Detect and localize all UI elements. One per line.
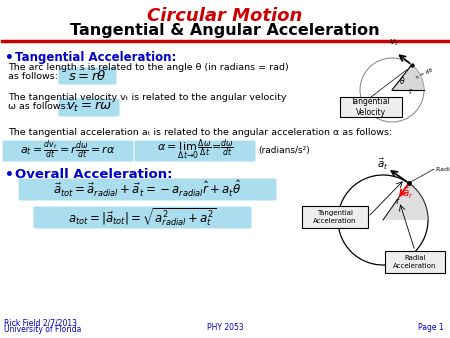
Text: Rick Field 2/7/2013: Rick Field 2/7/2013 [4, 318, 77, 328]
Text: •: • [5, 168, 14, 182]
Wedge shape [392, 65, 424, 90]
Text: $a_{tot} = |\vec{a}_{tot}| = \sqrt{a^2_{radial} + a^2_t}$: $a_{tot} = |\vec{a}_{tot}| = \sqrt{a^2_{… [68, 206, 216, 228]
Text: $a_t = \frac{dv_t}{dt} = r\frac{d\omega}{dt} = r\alpha$: $a_t = \frac{dv_t}{dt} = r\frac{d\omega}… [20, 139, 116, 161]
Text: Tangential & Angular Acceleration: Tangential & Angular Acceleration [70, 23, 380, 38]
FancyBboxPatch shape [302, 206, 368, 228]
Text: as follows:: as follows: [8, 72, 58, 81]
Text: $v_t$: $v_t$ [389, 38, 399, 48]
FancyBboxPatch shape [18, 178, 276, 200]
Text: $\theta$: $\theta$ [399, 75, 405, 86]
Text: The tangential acceleration aₜ is related to the angular acceleration α as follo: The tangential acceleration aₜ is relate… [8, 128, 392, 137]
Text: $\vec{a}_t$: $\vec{a}_t$ [377, 157, 388, 172]
FancyBboxPatch shape [3, 141, 134, 162]
FancyBboxPatch shape [58, 68, 117, 84]
Text: Tangential
Acceleration: Tangential Acceleration [313, 210, 357, 224]
Text: The tangential velocity vₜ is related to the angular velocity: The tangential velocity vₜ is related to… [8, 93, 287, 102]
Text: •: • [5, 51, 14, 65]
FancyBboxPatch shape [135, 141, 256, 162]
Text: r: r [396, 197, 399, 206]
Text: University of Florida: University of Florida [4, 325, 81, 335]
Text: $v_t = r\omega$: $v_t = r\omega$ [66, 100, 112, 114]
Text: Tangential Acceleration:: Tangential Acceleration: [15, 51, 176, 64]
Text: r: r [408, 87, 411, 96]
Text: $\alpha = \lim_{\Delta t\to 0}\frac{\Delta\omega}{\Delta t} = \frac{d\omega}{dt}: $\alpha = \lim_{\Delta t\to 0}\frac{\Del… [157, 138, 234, 163]
Text: $\vec{a}_{tot} = \vec{a}_{radial} + \vec{a}_t = -a_{radial}\hat{r} + a_t\hat{\th: $\vec{a}_{tot} = \vec{a}_{radial} + \vec… [53, 179, 241, 199]
Text: Circular Motion: Circular Motion [147, 7, 303, 25]
Text: Page 1: Page 1 [418, 322, 444, 332]
Text: The arc length s is related to the angle θ (in radians = rad): The arc length s is related to the angle… [8, 63, 289, 72]
FancyBboxPatch shape [385, 251, 445, 273]
FancyBboxPatch shape [33, 207, 252, 228]
Text: ω as follows:: ω as follows: [8, 102, 69, 111]
Text: $\vec{a}_r$: $\vec{a}_r$ [402, 186, 414, 201]
Text: (radians/s²): (radians/s²) [258, 145, 310, 154]
Wedge shape [383, 183, 428, 220]
Text: PHY 2053: PHY 2053 [207, 322, 243, 332]
Text: Radial Axis: Radial Axis [436, 167, 450, 172]
Text: Overall Acceleration:: Overall Acceleration: [15, 168, 172, 181]
Text: s = dθ: s = dθ [415, 68, 433, 80]
Text: Tangential
Velocity: Tangential Velocity [351, 97, 391, 117]
Text: Radial
Acceleration: Radial Acceleration [393, 255, 437, 269]
FancyBboxPatch shape [340, 97, 402, 117]
FancyBboxPatch shape [58, 98, 120, 117]
Text: $s = r\theta$: $s = r\theta$ [68, 69, 107, 83]
